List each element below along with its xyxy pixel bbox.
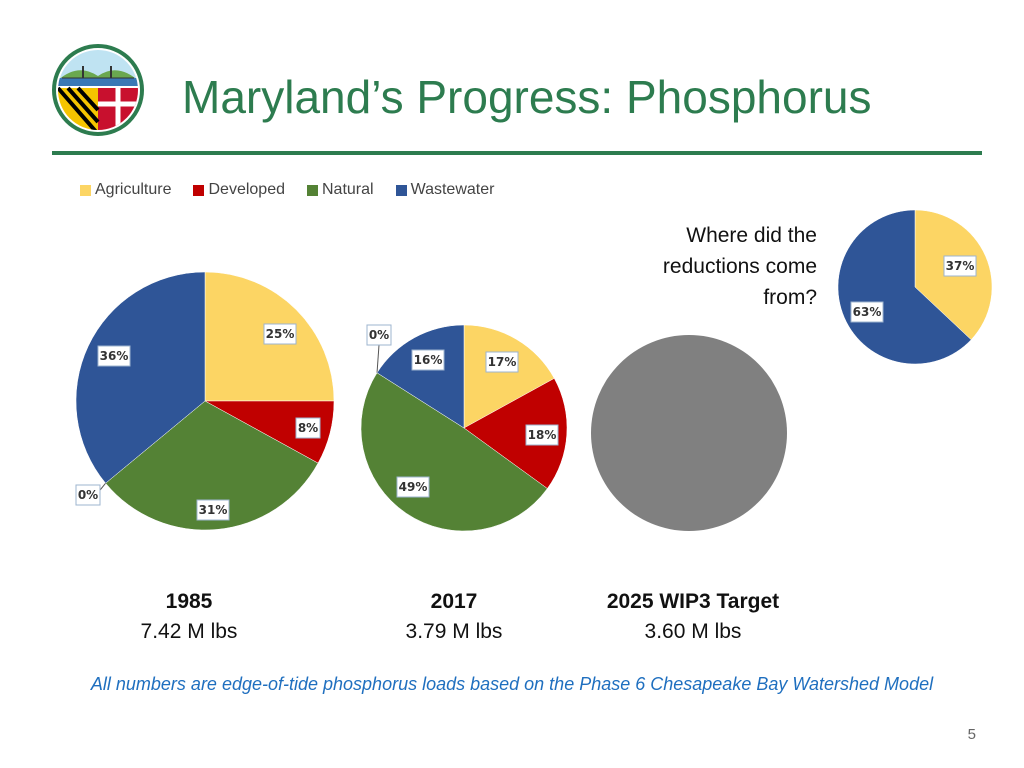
data-label-unknown: 0% — [75, 482, 106, 506]
page-number: 5 — [967, 726, 976, 743]
data-label-wastewater: 63% — [850, 301, 884, 323]
legend-item-developed: Developed — [193, 181, 285, 199]
data-label-text: 49% — [399, 480, 428, 494]
data-label-natural: 49% — [396, 476, 430, 498]
reductions-question: Where did the reductions come from? — [610, 220, 817, 313]
data-label-box — [263, 323, 297, 345]
legend-label: Developed — [208, 181, 285, 198]
data-label-text: 8% — [298, 421, 318, 435]
data-label-text: 63% — [853, 305, 882, 319]
caption-year-2017: 2017 — [430, 590, 478, 613]
data-label-agriculture: 37% — [943, 255, 977, 277]
data-label-text: 17% — [488, 355, 517, 369]
legend-item-agriculture: Agriculture — [80, 181, 171, 199]
data-label-box — [97, 345, 131, 367]
caption-load-1985: 7.42 M lbs — [140, 620, 238, 643]
title-divider — [52, 151, 982, 155]
pie-slice-wastewater — [837, 209, 972, 365]
data-label-box — [75, 484, 101, 506]
data-label-agriculture: 25% — [263, 323, 297, 345]
legend-label: Natural — [321, 181, 374, 198]
data-label-text: 25% — [266, 327, 295, 341]
data-label-unknown: 0% — [366, 324, 392, 373]
legend-swatch — [193, 184, 205, 196]
page-title: Maryland’s Progress: Phosphorus — [182, 71, 872, 123]
pie-slice-wastewater — [75, 271, 206, 484]
question-line: from? — [763, 286, 817, 309]
data-label-box — [525, 424, 559, 446]
legend-label: Agriculture — [95, 181, 172, 198]
data-label-box — [196, 499, 230, 521]
data-label-box — [485, 351, 519, 373]
pie-slice-developed — [463, 378, 568, 489]
data-label-developed: 8% — [295, 417, 321, 439]
leader-line — [376, 344, 380, 373]
pie-slice-unknown — [591, 335, 787, 531]
data-label-box — [411, 349, 445, 371]
pie-slice-agriculture — [463, 324, 555, 429]
data-label-text: 36% — [100, 349, 129, 363]
caption-year-1985: 1985 — [165, 590, 213, 613]
data-label-wastewater: 16% — [411, 349, 445, 371]
caption-load-2017: 3.79 M lbs — [405, 620, 503, 643]
data-label-wastewater: 36% — [97, 345, 131, 367]
data-label-developed: 18% — [525, 424, 559, 446]
data-label-text: 31% — [199, 503, 228, 517]
data-label-box — [366, 324, 392, 346]
data-label-text: 0% — [78, 488, 98, 502]
data-label-text: 16% — [414, 353, 443, 367]
footnote: All numbers are edge-of-tide phosphorus … — [90, 674, 934, 694]
data-label-natural: 31% — [196, 499, 230, 521]
legend-label: Wastewater — [410, 181, 495, 198]
caption-year-2025: 2025 WIP3 Target — [606, 590, 780, 613]
data-label-text: 37% — [946, 259, 975, 273]
data-label-box — [396, 476, 430, 498]
legend-item-natural: Natural — [306, 181, 374, 199]
maryland-logo — [52, 44, 144, 136]
legend-swatch — [306, 184, 318, 196]
legend-item-wastewater: Wastewater — [395, 181, 495, 199]
data-label-agriculture: 17% — [485, 351, 519, 373]
data-label-text: 18% — [528, 428, 557, 442]
data-label-box — [295, 417, 321, 439]
legend-swatch — [80, 184, 91, 196]
question-line: Where did the — [686, 224, 817, 247]
question-line: reductions come — [662, 255, 817, 278]
legend-swatch — [395, 184, 407, 196]
data-label-box — [943, 255, 977, 277]
chart-legend: Agriculture Developed Natural Wastewater — [80, 181, 494, 199]
data-label-text: 0% — [369, 328, 389, 342]
pie-slice-natural — [105, 400, 319, 531]
caption-load-2025: 3.60 M lbs — [644, 620, 742, 643]
data-label-box — [850, 301, 884, 323]
